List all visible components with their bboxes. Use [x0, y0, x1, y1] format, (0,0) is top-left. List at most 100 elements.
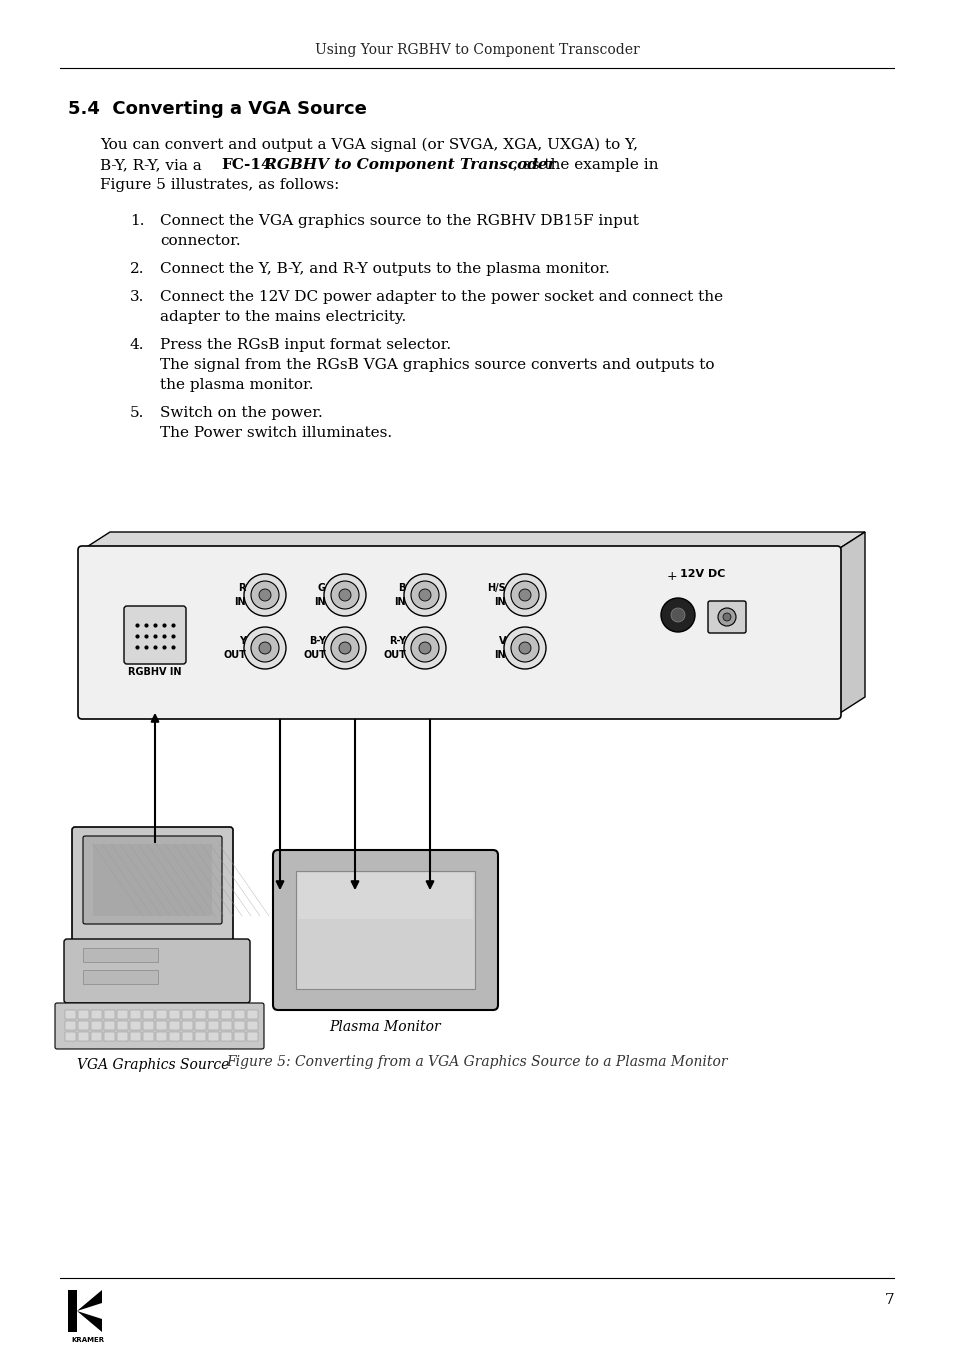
Text: 7: 7: [883, 1293, 893, 1307]
Circle shape: [338, 589, 351, 602]
Text: R: R: [238, 583, 246, 594]
Polygon shape: [77, 1311, 102, 1332]
Text: H/S: H/S: [487, 583, 505, 594]
Text: , as the example in: , as the example in: [513, 158, 658, 172]
Bar: [117, 1010, 128, 1019]
Polygon shape: [77, 1290, 102, 1311]
Bar: [233, 1010, 245, 1019]
Circle shape: [251, 634, 278, 662]
Bar: [91, 1032, 102, 1041]
Text: R-Y: R-Y: [389, 635, 406, 646]
Bar: [156, 1032, 167, 1041]
Text: IN: IN: [494, 650, 505, 660]
FancyBboxPatch shape: [707, 602, 745, 633]
Text: 12V DC: 12V DC: [679, 569, 724, 579]
Circle shape: [324, 627, 366, 669]
Circle shape: [251, 581, 278, 608]
Text: The Power switch illuminates.: The Power switch illuminates.: [160, 426, 392, 439]
Circle shape: [718, 608, 735, 626]
Bar: [68, 1290, 77, 1332]
Circle shape: [258, 642, 271, 654]
Text: Figure 5 illustrates, as follows:: Figure 5 illustrates, as follows:: [100, 178, 339, 192]
FancyBboxPatch shape: [71, 827, 233, 941]
Circle shape: [258, 589, 271, 602]
Text: OUT: OUT: [383, 650, 406, 660]
Text: Figure 5: Converting from a VGA Graphics Source to a Plasma Monitor: Figure 5: Converting from a VGA Graphics…: [226, 1055, 727, 1069]
Bar: [104, 1010, 115, 1019]
Circle shape: [244, 575, 286, 617]
Text: B: B: [398, 583, 406, 594]
Text: 2.: 2.: [130, 262, 144, 276]
Text: FC-14: FC-14: [221, 158, 272, 172]
FancyBboxPatch shape: [83, 836, 222, 923]
Text: Connect the VGA graphics source to the RGBHV DB15F input: Connect the VGA graphics source to the R…: [160, 214, 639, 228]
Bar: [233, 1021, 245, 1030]
Text: the plasma monitor.: the plasma monitor.: [160, 379, 314, 392]
Bar: [182, 1021, 193, 1030]
Bar: [247, 1010, 257, 1019]
Text: connector.: connector.: [160, 234, 240, 247]
Bar: [208, 1021, 219, 1030]
Text: VGA Graphics Source: VGA Graphics Source: [77, 1059, 229, 1072]
Bar: [65, 1032, 76, 1041]
Bar: [92, 844, 212, 917]
Text: KRAMER: KRAMER: [71, 1337, 104, 1343]
Bar: [221, 1010, 232, 1019]
Text: +: +: [666, 571, 677, 584]
Text: adapter to the mains electricity.: adapter to the mains electricity.: [160, 310, 406, 324]
Bar: [91, 1021, 102, 1030]
Bar: [295, 871, 475, 990]
Bar: [65, 1021, 76, 1030]
Bar: [208, 1010, 219, 1019]
Circle shape: [244, 627, 286, 669]
Circle shape: [511, 581, 538, 608]
Bar: [130, 1021, 141, 1030]
Bar: [91, 1010, 102, 1019]
Bar: [143, 1010, 153, 1019]
Bar: [143, 1021, 153, 1030]
Bar: [169, 1021, 180, 1030]
Text: Switch on the power.: Switch on the power.: [160, 406, 322, 420]
Text: 3.: 3.: [130, 289, 144, 304]
Text: IN: IN: [394, 598, 406, 607]
Bar: [83, 969, 158, 984]
Bar: [194, 1032, 206, 1041]
Bar: [143, 1032, 153, 1041]
Bar: [221, 1021, 232, 1030]
Bar: [78, 1021, 89, 1030]
Circle shape: [411, 581, 438, 608]
Text: Press the RGsB input format selector.: Press the RGsB input format selector.: [160, 338, 451, 352]
Circle shape: [403, 627, 446, 669]
Circle shape: [660, 598, 695, 631]
Polygon shape: [836, 531, 864, 715]
FancyBboxPatch shape: [78, 546, 841, 719]
Bar: [233, 1032, 245, 1041]
Text: The signal from the RGsB VGA graphics source converts and outputs to: The signal from the RGsB VGA graphics so…: [160, 358, 714, 372]
Bar: [247, 1032, 257, 1041]
Bar: [83, 948, 158, 963]
Bar: [156, 1021, 167, 1030]
Text: 1.: 1.: [130, 214, 144, 228]
Circle shape: [503, 575, 545, 617]
Bar: [208, 1032, 219, 1041]
Text: IN: IN: [494, 598, 505, 607]
Bar: [297, 873, 473, 918]
Bar: [221, 1032, 232, 1041]
Bar: [104, 1032, 115, 1041]
Bar: [169, 1010, 180, 1019]
Text: Connect the Y, B-Y, and R-Y outputs to the plasma monitor.: Connect the Y, B-Y, and R-Y outputs to t…: [160, 262, 609, 276]
Circle shape: [670, 608, 684, 622]
Circle shape: [331, 581, 358, 608]
Polygon shape: [82, 531, 864, 550]
Text: RGBHV to Component Transcoder: RGBHV to Component Transcoder: [258, 158, 555, 172]
Text: 5.4  Converting a VGA Source: 5.4 Converting a VGA Source: [68, 100, 367, 118]
Text: G: G: [317, 583, 326, 594]
Bar: [78, 1010, 89, 1019]
Circle shape: [331, 634, 358, 662]
Circle shape: [418, 589, 431, 602]
Text: Using Your RGBHV to Component Transcoder: Using Your RGBHV to Component Transcoder: [314, 43, 639, 57]
Bar: [194, 1010, 206, 1019]
Text: RGBHV IN: RGBHV IN: [128, 667, 182, 677]
Bar: [65, 1010, 76, 1019]
Text: OUT: OUT: [223, 650, 246, 660]
